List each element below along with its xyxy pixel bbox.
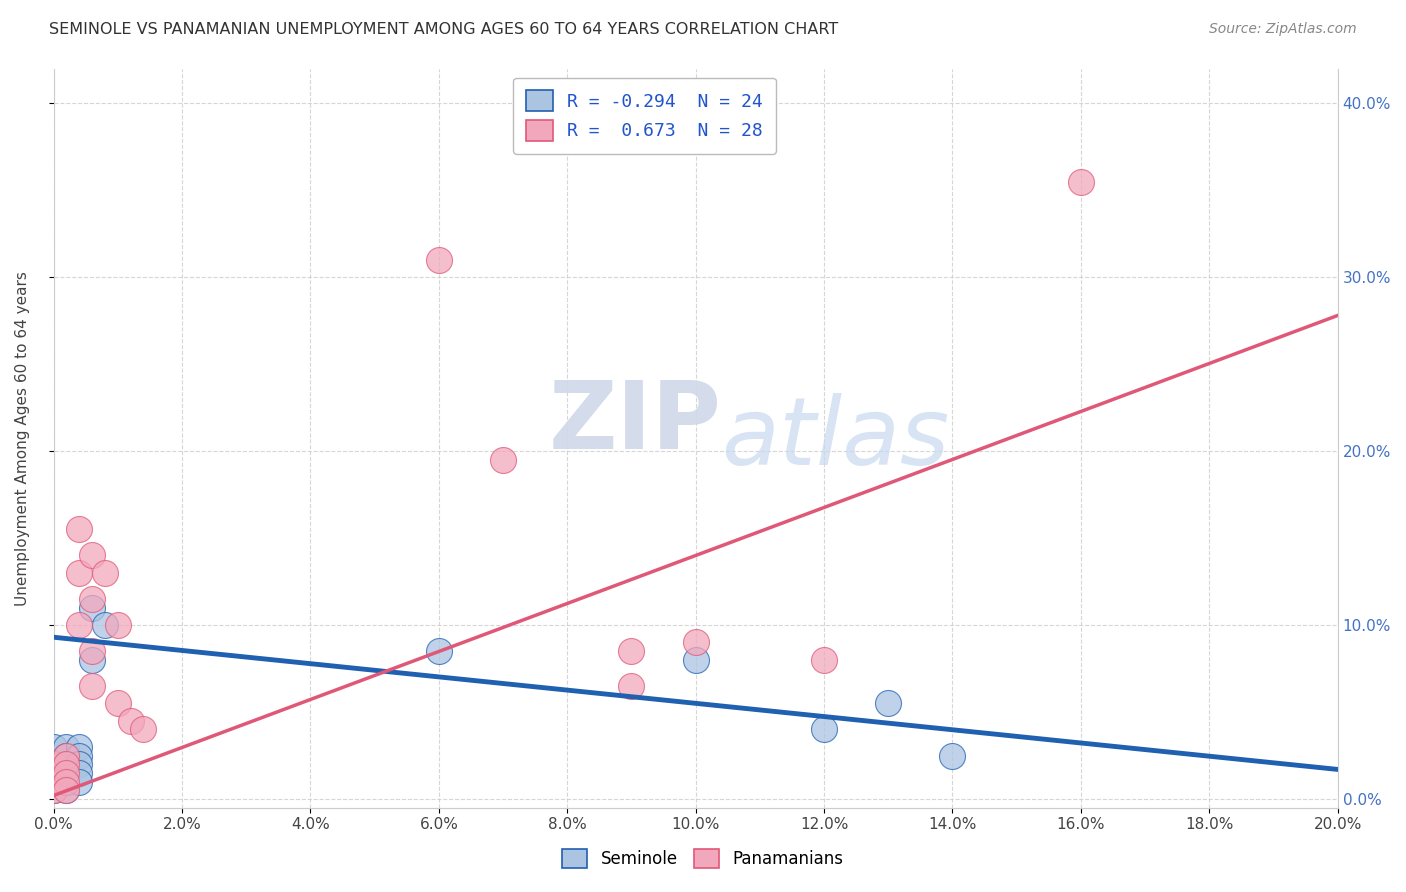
Point	[94, 566, 117, 580]
Point	[941, 748, 963, 763]
Point	[94, 618, 117, 632]
Point	[42, 765, 65, 780]
Point	[55, 774, 77, 789]
Text: Source: ZipAtlas.com: Source: ZipAtlas.com	[1209, 22, 1357, 37]
Point	[55, 757, 77, 772]
Point	[55, 739, 77, 754]
Point	[55, 765, 77, 780]
Point	[67, 765, 90, 780]
Point	[82, 549, 104, 563]
Point	[42, 783, 65, 797]
Point	[67, 618, 90, 632]
Legend: Seminole, Panamanians: Seminole, Panamanians	[555, 843, 851, 875]
Point	[427, 644, 450, 658]
Point	[620, 679, 643, 693]
Point	[82, 644, 104, 658]
Point	[55, 748, 77, 763]
Point	[55, 757, 77, 772]
Point	[42, 757, 65, 772]
Point	[813, 723, 835, 737]
Point	[107, 696, 129, 710]
Point	[877, 696, 900, 710]
Point	[685, 635, 707, 649]
Point	[42, 757, 65, 772]
Point	[620, 644, 643, 658]
Text: atlas: atlas	[721, 392, 949, 483]
Point	[55, 774, 77, 789]
Point	[813, 653, 835, 667]
Point	[67, 566, 90, 580]
Point	[67, 523, 90, 537]
Point	[427, 252, 450, 267]
Point	[120, 714, 142, 728]
Point	[42, 765, 65, 780]
Point	[55, 765, 77, 780]
Point	[55, 783, 77, 797]
Point	[1070, 175, 1092, 189]
Point	[67, 774, 90, 789]
Point	[42, 774, 65, 789]
Text: ZIP: ZIP	[548, 377, 721, 469]
Point	[67, 757, 90, 772]
Point	[685, 653, 707, 667]
Point	[42, 774, 65, 789]
Y-axis label: Unemployment Among Ages 60 to 64 years: Unemployment Among Ages 60 to 64 years	[15, 270, 30, 606]
Legend: R = -0.294  N = 24, R =  0.673  N = 28: R = -0.294 N = 24, R = 0.673 N = 28	[513, 78, 776, 153]
Point	[132, 723, 155, 737]
Point	[492, 453, 515, 467]
Point	[67, 739, 90, 754]
Point	[55, 783, 77, 797]
Point	[82, 591, 104, 606]
Text: SEMINOLE VS PANAMANIAN UNEMPLOYMENT AMONG AGES 60 TO 64 YEARS CORRELATION CHART: SEMINOLE VS PANAMANIAN UNEMPLOYMENT AMON…	[49, 22, 838, 37]
Point	[55, 748, 77, 763]
Point	[67, 748, 90, 763]
Point	[82, 679, 104, 693]
Point	[42, 783, 65, 797]
Point	[82, 600, 104, 615]
Point	[107, 618, 129, 632]
Point	[42, 739, 65, 754]
Point	[82, 653, 104, 667]
